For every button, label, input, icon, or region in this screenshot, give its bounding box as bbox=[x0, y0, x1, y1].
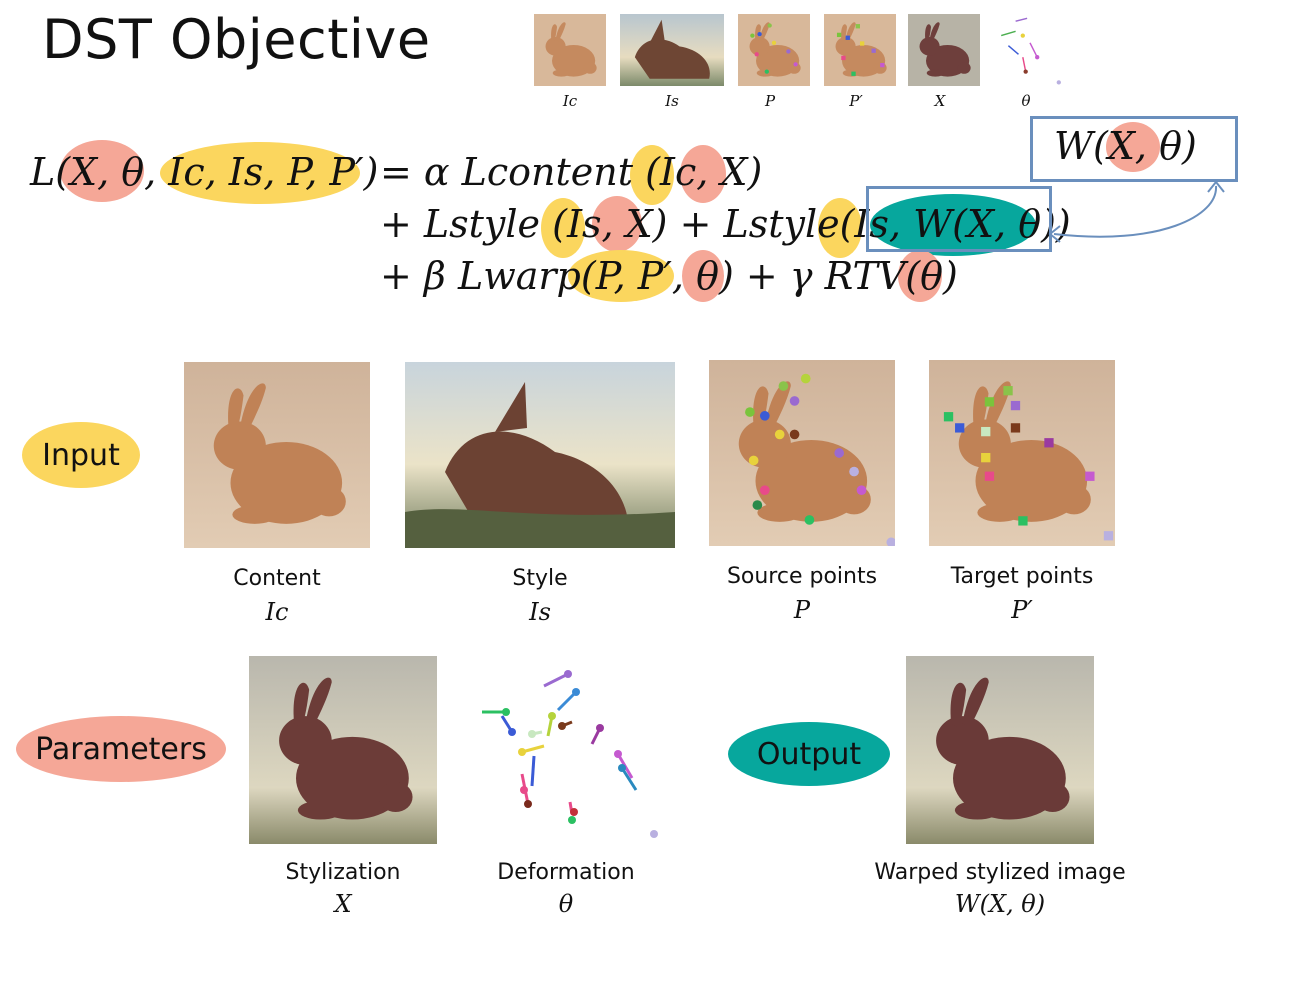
thumb-label-stylization: X bbox=[934, 92, 946, 110]
style-symbol: Is bbox=[529, 598, 551, 626]
thumb-label-content: Ic bbox=[562, 92, 578, 110]
deformation-symbol: θ bbox=[558, 890, 574, 918]
target-points-symbol: P′ bbox=[1011, 596, 1033, 624]
thumb-content-image bbox=[534, 14, 606, 86]
warped-symbol: W(X, θ) bbox=[954, 890, 1046, 918]
thumb-label-source: P bbox=[764, 92, 776, 110]
highlight-theta-box bbox=[1106, 122, 1160, 172]
equation-line-1-rhs: = α Lcontent (Ic, X) bbox=[380, 150, 763, 194]
thumb-style-image bbox=[620, 14, 724, 86]
content-caption: Content bbox=[233, 566, 321, 591]
thumb-stylization-image bbox=[908, 14, 980, 86]
equation-line-3: + β Lwarp(P, P′, θ) + γ RTV(θ) bbox=[380, 254, 958, 298]
warp-definition-box bbox=[1030, 116, 1238, 182]
warp-link-arrow bbox=[1048, 180, 1225, 243]
highlight-x-1 bbox=[680, 145, 726, 203]
parameters-group-label: Parameters bbox=[16, 716, 226, 782]
highlight-points bbox=[568, 250, 674, 302]
thumb-label-target: P′ bbox=[849, 92, 863, 110]
equation-line-2: + Lstyle (Is, X) + Lstyle(Is, W(X, θ)) bbox=[380, 202, 1071, 246]
highlight-theta-2 bbox=[898, 250, 942, 302]
highlight-ic bbox=[630, 145, 674, 205]
stylization-symbol: X bbox=[334, 890, 352, 918]
thumb-deformation-field bbox=[994, 14, 1066, 86]
deformation-caption: Deformation bbox=[497, 860, 635, 885]
content-symbol: Ic bbox=[265, 598, 289, 626]
warped-stylized-image bbox=[906, 656, 1094, 844]
equation-line-1-lhs: L(X, θ, Ic, Is, P, P′) bbox=[30, 150, 379, 194]
style-caption: Style bbox=[512, 566, 568, 591]
thumb-label-style: Is bbox=[665, 92, 679, 110]
thumb-source-points bbox=[738, 14, 810, 86]
target-points-image bbox=[929, 360, 1115, 546]
highlight-warp-output bbox=[870, 194, 1036, 256]
target-points-caption: Target points bbox=[950, 564, 1094, 589]
highlight-is-2 bbox=[818, 198, 862, 258]
warp-term-box bbox=[866, 186, 1052, 252]
highlight-is-1 bbox=[541, 198, 585, 258]
highlight-inputs-lhs bbox=[160, 142, 360, 204]
page-title: DST Objective bbox=[42, 8, 431, 71]
content-image bbox=[184, 362, 370, 548]
thumb-label-deformation: θ bbox=[1021, 92, 1031, 110]
output-group-label: Output bbox=[728, 722, 890, 786]
warped-caption: Warped stylized image bbox=[874, 860, 1126, 885]
source-points-image bbox=[709, 360, 895, 546]
highlight-params-lhs bbox=[60, 140, 144, 202]
input-group-label: Input bbox=[22, 422, 140, 488]
deformation-image bbox=[472, 656, 660, 844]
stylization-caption: Stylization bbox=[285, 860, 401, 885]
style-image bbox=[405, 362, 675, 548]
source-points-symbol: P bbox=[793, 596, 811, 624]
highlight-theta-1 bbox=[682, 250, 724, 302]
highlight-x-2 bbox=[592, 196, 642, 252]
stylization-image bbox=[249, 656, 437, 844]
thumb-target-points bbox=[824, 14, 896, 86]
warp-definition-label: W(X, θ) bbox=[1054, 124, 1197, 168]
source-points-caption: Source points bbox=[726, 564, 878, 589]
